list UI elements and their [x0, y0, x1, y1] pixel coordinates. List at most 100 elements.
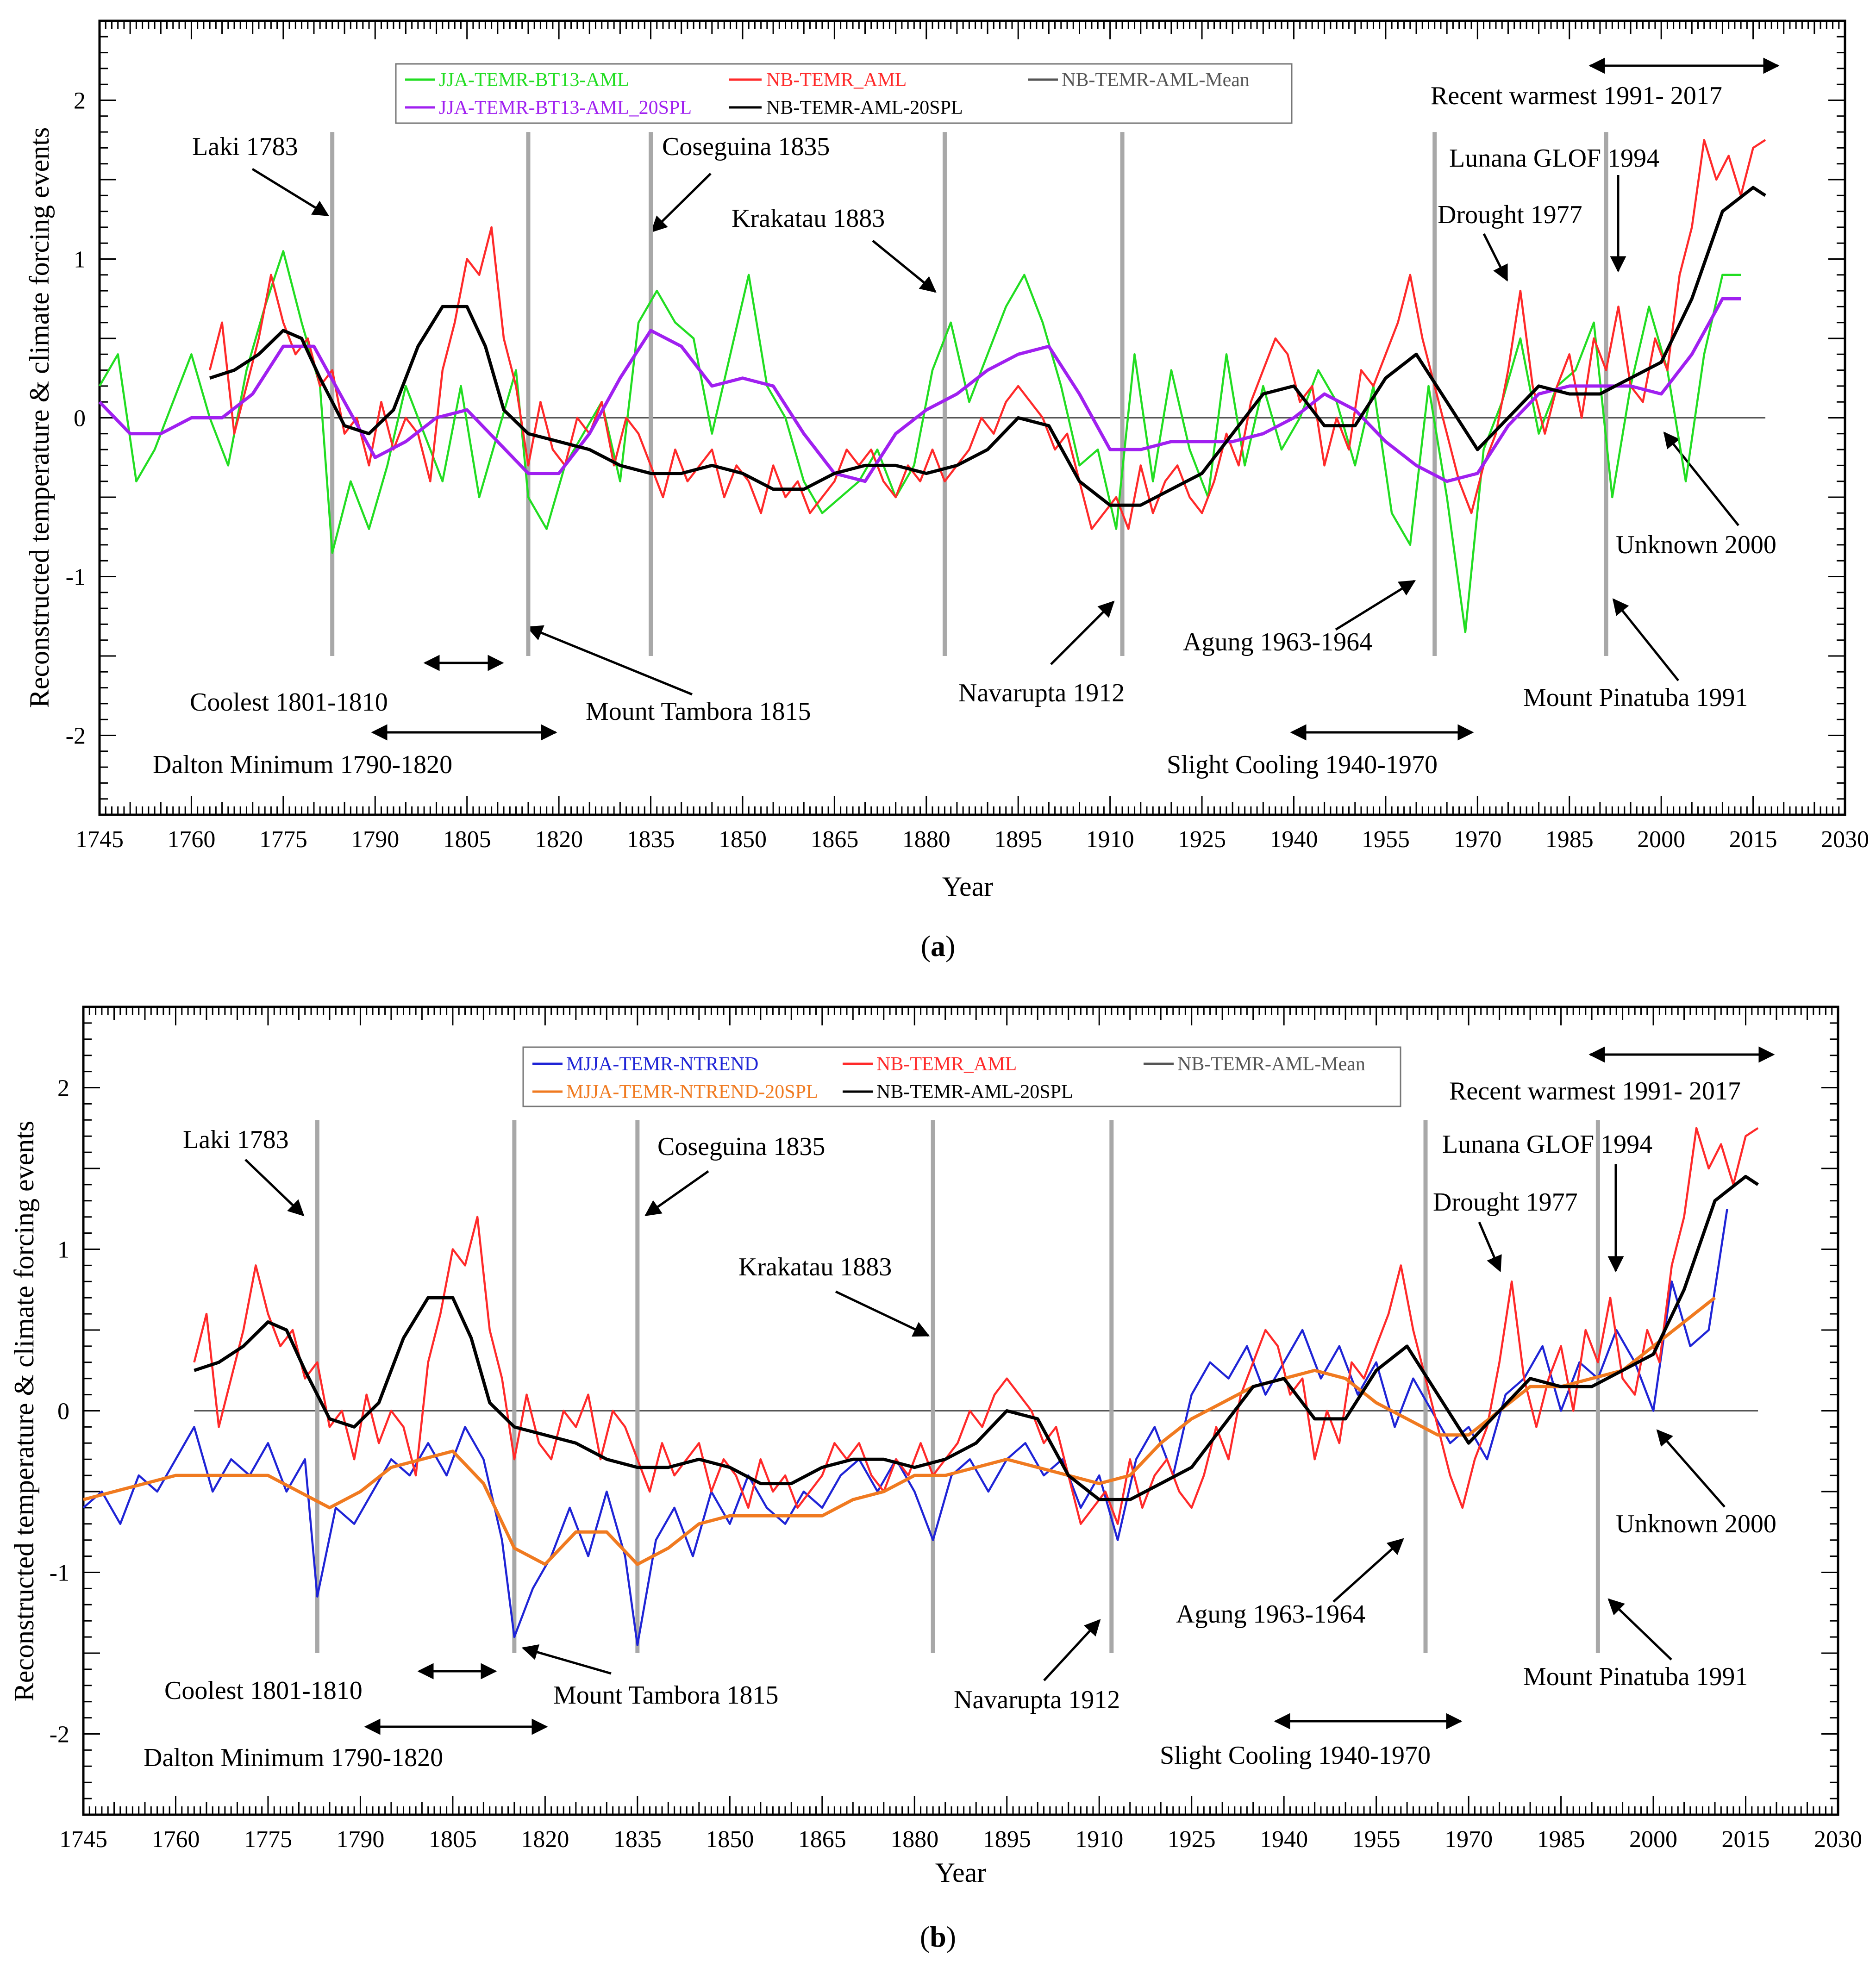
series-line-red [208, 139, 1766, 530]
x-axis-label: Year [935, 1857, 987, 1888]
annotation-coolest: Coolest 1801-1810 [164, 1676, 363, 1705]
annotation-navarupta: Navarupta 1912 [954, 1686, 1120, 1714]
x-tick-label: 1850 [706, 1826, 754, 1853]
x-tick-label: 2000 [1629, 1826, 1677, 1853]
event-lines [330, 132, 1608, 656]
arrow-laki [244, 1159, 305, 1217]
legend-label: NB-TEMR-AML-20SPL [766, 97, 963, 119]
x-tick-label: 1760 [167, 826, 215, 853]
series-line-green [99, 250, 1741, 633]
legend: JJA-TEMR-BT13-AML NB-TEMR_AML NB-TEMR-AM… [395, 63, 1293, 124]
legend-box [395, 63, 1293, 124]
y-tick-label: 0 [57, 1399, 69, 1425]
annotation-pinatuba: Mount Pinatuba 1991 [1523, 1662, 1748, 1691]
y-axis-label: Reconstructed temperature & climate forc… [9, 1121, 39, 1702]
x-tick-label: 1880 [902, 826, 951, 853]
x-tick-label: 2015 [1729, 826, 1777, 853]
annotation-lunana: Lunana GLOF 1994 [1442, 1130, 1652, 1159]
x-tick-label: 1955 [1362, 826, 1410, 853]
y-tick-label: 2 [57, 1075, 69, 1102]
y-tick-label: -2 [50, 1722, 69, 1748]
x-tick-label: 1820 [521, 1826, 569, 1853]
y-tick-label: -1 [66, 564, 86, 591]
arrow-pinatuba [1612, 598, 1679, 681]
arrow-laki [251, 168, 329, 217]
x-tick-label: 1955 [1352, 1826, 1401, 1853]
legend: MJJA-TEMR-NTREND NB-TEMR_AML NB-TEMR-AML… [522, 1046, 1401, 1107]
legend-box [522, 1046, 1401, 1107]
x-tick-label: 1925 [1178, 826, 1226, 853]
series-line-red [193, 1127, 1759, 1525]
annotation-arrows [251, 57, 1780, 741]
legend-label: NB-TEMR-AML-Mean [1177, 1054, 1365, 1075]
panel-label: (b) [920, 1920, 956, 1953]
annotation-coseguina: Coseguina 1835 [662, 132, 830, 161]
arrow-unknown [1656, 1429, 1726, 1508]
x-tick-label: 1790 [351, 826, 399, 853]
annotation-tambora: Mount Tambora 1815 [586, 697, 811, 726]
annotations: Laki 1783 Coseguina 1835 Krakatau 1883 R… [144, 1077, 1776, 1772]
x-tick-label: 1895 [994, 826, 1042, 853]
annotation-navarupta: Navarupta 1912 [958, 679, 1125, 707]
x-tick-label: 1925 [1168, 1826, 1216, 1853]
ticks [99, 20, 1846, 816]
chart-panel-a: Reconstructed temperature & climate forc… [24, 19, 1869, 962]
x-tick-label: 1865 [798, 1826, 846, 1853]
x-tick-label: 1745 [59, 1826, 107, 1853]
annotation-cooling: Slight Cooling 1940-1970 [1160, 1741, 1431, 1770]
x-tick-label: 1895 [983, 1826, 1031, 1853]
y-tick-label: 1 [57, 1237, 69, 1263]
x-tick-label: 1745 [75, 826, 124, 853]
x-tick-label: 1805 [429, 1826, 477, 1853]
x-tick-label: 1985 [1537, 1826, 1585, 1853]
series-line-black [209, 186, 1766, 507]
x-tick-label: 1940 [1269, 826, 1318, 853]
legend-label: NB-TEMR_AML [766, 69, 907, 91]
y-tick-label: 0 [74, 406, 86, 432]
panel-label: (a) [921, 930, 956, 962]
annotation-coseguina: Coseguina 1835 [657, 1132, 825, 1161]
annotation-tambora: Mount Tambora 1815 [553, 1681, 779, 1710]
annotation-unknown: Unknown 2000 [1616, 1510, 1776, 1538]
arrow-tambora [526, 625, 693, 696]
legend-label: MJJA-TEMR-NTREND [566, 1054, 758, 1075]
x-tick-label: 1865 [810, 826, 858, 853]
x-tick-label: 1970 [1453, 826, 1501, 853]
x-tick-label: 1910 [1086, 826, 1134, 853]
arrow-drought [1482, 233, 1508, 282]
event-lines [315, 1120, 1600, 1653]
y-tick-label: 2 [74, 88, 86, 114]
legend-label: MJJA-TEMR-NTREND-20SPL [566, 1081, 818, 1103]
arrow-krakatau [835, 1290, 930, 1337]
legend-label: JJA-TEMR-BT13-AML_20SPL [439, 97, 692, 119]
arrow-drought [1478, 1222, 1502, 1273]
legend-label: NB-TEMR_AML [876, 1054, 1017, 1075]
x-axis-label: Year [942, 871, 994, 902]
annotation-dalton: Dalton Minimum 1790-1820 [153, 750, 452, 779]
arrow-krakatau [872, 240, 937, 293]
annotation-arrows [244, 1046, 1775, 1735]
legend-label: NB-TEMR-AML-20SPL [876, 1081, 1073, 1103]
annotation-krakatau: Krakatau 1883 [738, 1253, 892, 1281]
annotations: Laki 1783 Coseguina 1835 Krakatau 1883 R… [153, 81, 1776, 779]
arrow-navarupta [1043, 1619, 1101, 1681]
x-tick-label: 1820 [535, 826, 583, 853]
x-tick-label: 1970 [1445, 1826, 1493, 1853]
arrow-tambora [521, 1644, 612, 1675]
x-tick-label: 1775 [259, 826, 307, 853]
x-tick-label: 1805 [443, 826, 491, 853]
annotation-pinatuba: Mount Pinatuba 1991 [1523, 683, 1748, 712]
x-tick-label: 2030 [1814, 1826, 1862, 1853]
arrow-navarupta [1050, 600, 1115, 665]
x-tick-label: 2015 [1722, 1826, 1770, 1853]
annotation-agung: Agung 1963-1964 [1176, 1600, 1365, 1629]
annotation-dalton: Dalton Minimum 1790-1820 [144, 1743, 443, 1772]
x-tick-label: 1790 [336, 1826, 384, 1853]
x-tick-label: 1910 [1075, 1826, 1123, 1853]
x-tick-label: 1880 [890, 1826, 938, 1853]
annotation-drought: Drought 1977 [1433, 1188, 1578, 1217]
x-tick-label: 1850 [719, 826, 767, 853]
x-tick-label: 2030 [1821, 826, 1869, 853]
arrow-coseguina [650, 173, 712, 233]
